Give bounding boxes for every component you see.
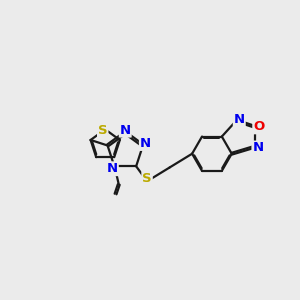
Text: S: S bbox=[142, 172, 152, 185]
Text: N: N bbox=[107, 162, 118, 175]
Text: N: N bbox=[234, 113, 245, 126]
Text: N: N bbox=[120, 124, 131, 137]
Text: N: N bbox=[252, 142, 263, 154]
Text: N: N bbox=[140, 137, 151, 150]
Text: O: O bbox=[253, 120, 264, 134]
Text: S: S bbox=[98, 124, 107, 137]
